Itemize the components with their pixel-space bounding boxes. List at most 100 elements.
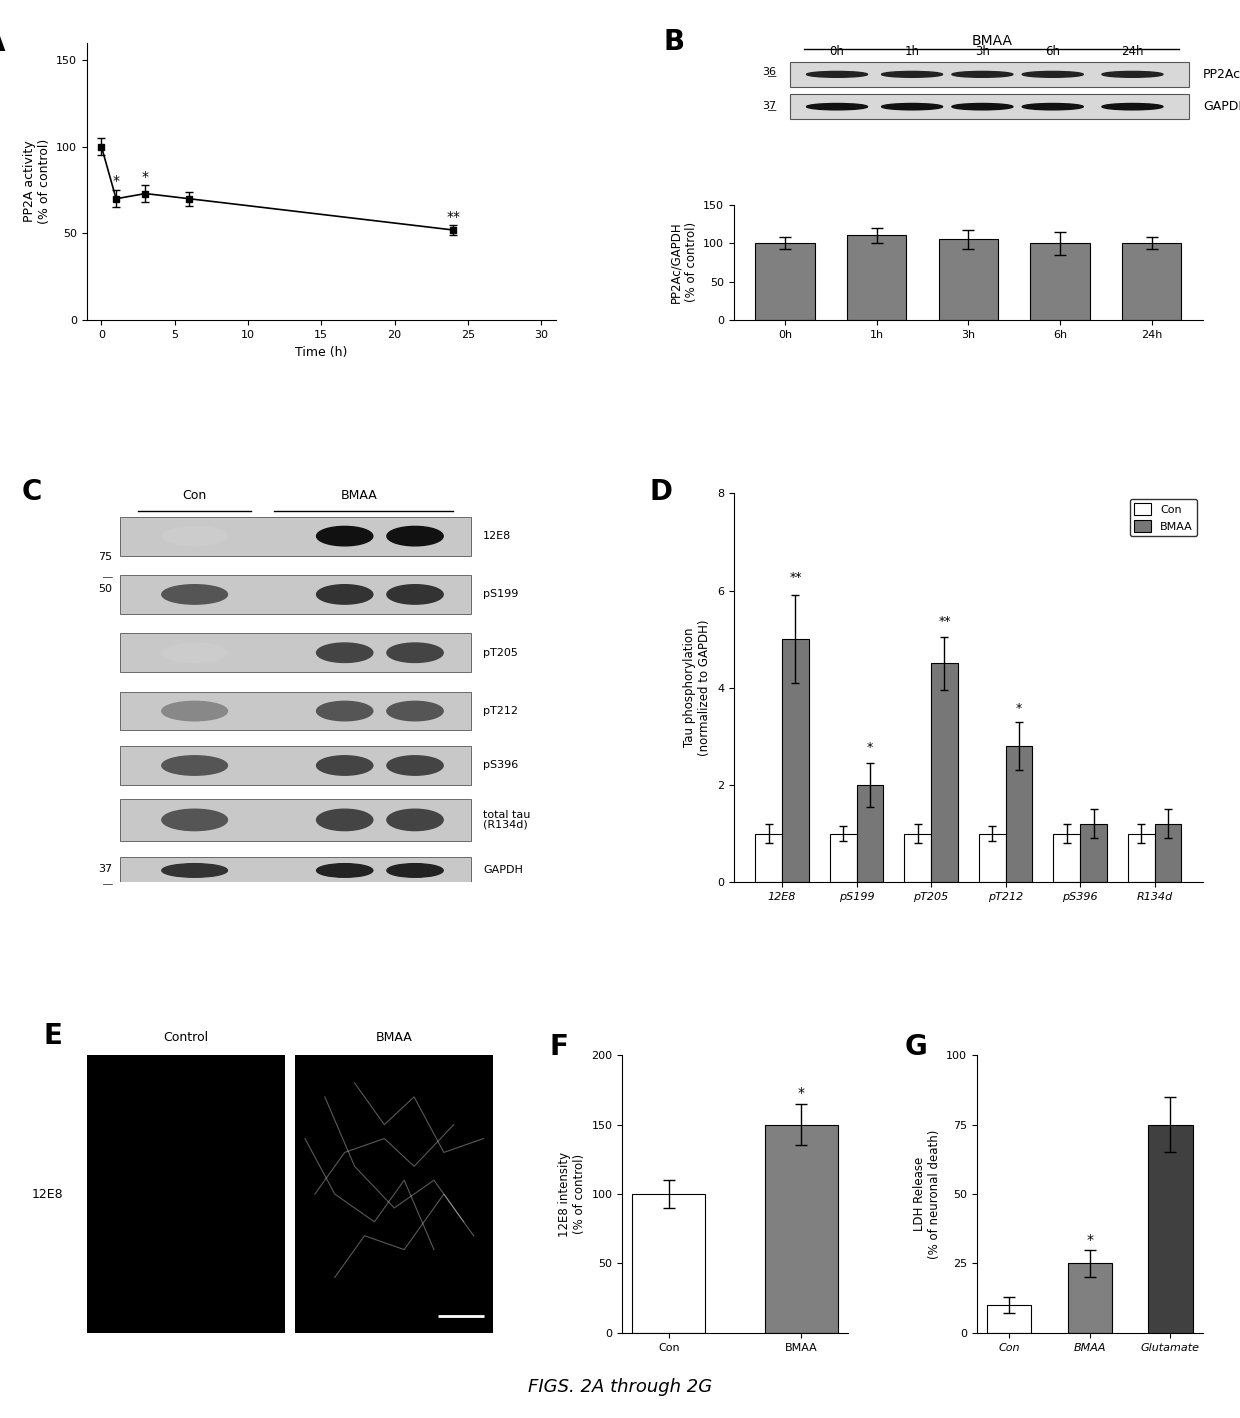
Text: 37: 37 [98,864,113,873]
Bar [1006,746,1033,882]
Text: ―: ― [768,72,776,81]
Text: E: E [43,1022,62,1049]
Text: **: ** [789,571,802,584]
Ellipse shape [387,810,443,831]
Text: *: * [113,174,119,187]
Ellipse shape [1022,104,1084,109]
Text: **: ** [939,614,951,628]
Text: PP2Ac: PP2Ac [1203,68,1240,81]
Ellipse shape [316,642,373,662]
Bar [1148,1124,1193,1333]
Ellipse shape [387,756,443,776]
X-axis label: Time (h): Time (h) [295,346,347,359]
Ellipse shape [316,526,373,546]
Bar [1080,824,1107,882]
Text: pS199: pS199 [484,590,518,600]
Bar [1122,242,1182,320]
Text: FIGS. 2A through 2G: FIGS. 2A through 2G [528,1378,712,1397]
Ellipse shape [387,642,443,662]
Text: 3h: 3h [975,45,990,58]
Bar [1128,834,1154,882]
Ellipse shape [162,584,227,604]
Bar [830,834,857,882]
Bar [119,574,471,614]
Bar [119,516,471,556]
Text: 12E8: 12E8 [31,1187,63,1201]
Ellipse shape [952,104,1013,109]
Text: *: * [797,1086,805,1100]
Bar [1030,242,1090,320]
Text: Con: Con [182,489,207,502]
Y-axis label: PP2A activity
(% of control): PP2A activity (% of control) [22,139,51,224]
Ellipse shape [316,756,373,776]
Text: *: * [1016,702,1022,715]
Ellipse shape [806,104,868,109]
Bar [978,834,1006,882]
Y-axis label: Tau phosphorylation
(normalized to GAPDH): Tau phosphorylation (normalized to GAPDH… [683,620,712,756]
Text: pS396: pS396 [484,760,518,770]
Y-axis label: PP2Ac/GAPDH
(% of control): PP2Ac/GAPDH (% of control) [670,221,698,303]
Bar [790,95,1189,119]
Text: pT212: pT212 [484,706,518,716]
Text: GAPDH: GAPDH [484,865,523,875]
Text: D: D [650,478,672,506]
Ellipse shape [1102,104,1163,109]
Bar [931,664,959,882]
Bar [755,242,815,320]
Text: ―: ― [103,571,113,581]
Ellipse shape [316,810,373,831]
Text: B: B [663,28,684,55]
Ellipse shape [162,642,227,662]
Text: BMAA: BMAA [376,1031,413,1044]
Text: 37: 37 [761,101,776,111]
Ellipse shape [162,864,227,878]
Text: BMAA: BMAA [341,489,377,502]
Text: *: * [867,742,873,754]
Bar [857,786,883,882]
Text: *: * [1086,1234,1094,1246]
Text: F: F [549,1032,569,1061]
Text: total tau
(R134d): total tau (R134d) [484,810,531,830]
Text: **: ** [446,210,460,224]
Bar [755,834,782,882]
Text: ―: ― [768,106,776,116]
Ellipse shape [1022,71,1084,78]
Bar [1068,1263,1112,1333]
Text: 1h: 1h [904,45,920,58]
Text: pT205: pT205 [484,648,518,658]
Text: Control: Control [164,1031,208,1044]
Ellipse shape [387,702,443,720]
Text: C: C [21,478,41,506]
Text: 24h: 24h [1121,45,1143,58]
Ellipse shape [316,702,373,720]
Bar [904,834,931,882]
Ellipse shape [162,756,227,776]
Bar [1154,824,1182,882]
Text: ―: ― [103,879,113,889]
Bar [790,62,1189,86]
Text: GAPDH: GAPDH [1203,101,1240,113]
Legend: Con, BMAA: Con, BMAA [1130,499,1198,536]
Ellipse shape [882,104,942,109]
Text: *: * [141,170,149,184]
Text: 50: 50 [99,584,113,594]
Ellipse shape [387,584,443,604]
Bar [119,856,471,883]
Ellipse shape [162,526,227,546]
Y-axis label: 12E8 intensity
(% of control): 12E8 intensity (% of control) [558,1151,585,1236]
Bar [119,634,471,672]
Ellipse shape [316,864,373,878]
Bar [782,640,808,882]
Text: 6h: 6h [1045,45,1060,58]
Ellipse shape [387,864,443,878]
Bar [119,746,471,786]
Bar [847,235,906,320]
Bar [632,1194,706,1333]
Ellipse shape [162,810,227,831]
Ellipse shape [882,71,942,78]
Text: BMAA: BMAA [971,34,1012,48]
Text: A: A [0,28,5,57]
Ellipse shape [162,702,227,720]
Text: 12E8: 12E8 [484,532,511,542]
Ellipse shape [316,584,373,604]
